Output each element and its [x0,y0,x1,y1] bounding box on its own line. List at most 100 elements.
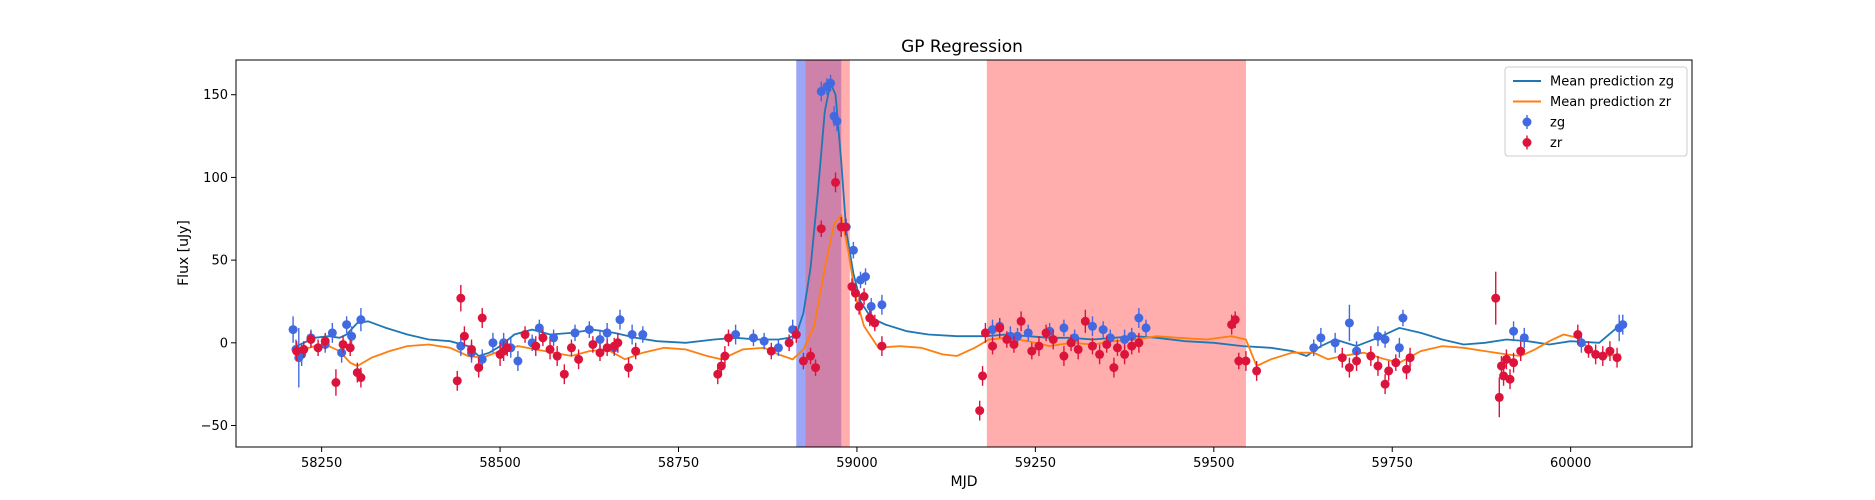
point-zr-43 [806,347,816,365]
point-zg-11 [356,308,366,332]
point-zr-76 [1112,339,1122,357]
point-zr-99 [1501,349,1511,370]
point-zr-61 [1002,331,1012,348]
point-zg-37 [826,74,836,92]
point-zr-46 [831,172,841,193]
x-tick-label: 59500 [1193,456,1234,471]
point-zr-65 [1034,336,1044,357]
point-zg-15 [488,332,498,353]
point-zr-50 [851,284,861,302]
x-tick-label: 59250 [1015,456,1056,471]
point-zr-29 [595,344,605,361]
point-zg-41 [848,241,858,259]
point-zg-21 [549,329,559,347]
point-zr-95 [1491,271,1501,325]
y-axis-label: Flux [uJy] [176,220,192,286]
point-zr-94 [1405,347,1415,368]
y-tick-label: 0 [220,336,228,351]
point-zr-44 [811,359,821,376]
point-zr-40 [784,334,794,352]
point-zr-34 [631,342,641,360]
line-mean-prediction-zg [292,80,1622,358]
x-tick-label: 58250 [301,456,342,471]
point-zr-10 [356,367,366,388]
point-zg-64 [1344,304,1354,342]
point-zr-16 [477,308,487,328]
point-zr-69 [1066,334,1076,352]
point-zr-75 [1109,357,1119,378]
point-zr-23 [545,339,555,360]
point-zr-85 [1337,347,1347,368]
point-zr-59 [988,337,998,355]
point-zr-64 [1027,342,1037,360]
point-zg-49 [1013,327,1023,345]
legend-entry-1: Mean prediction zg [1513,75,1674,90]
point-zr-93 [1402,359,1412,380]
point-zg-54 [1087,316,1097,337]
point-zr-28 [588,336,598,353]
point-zr-6 [331,369,341,396]
point-zg-32 [759,332,769,350]
legend-label: Mean prediction zr [1550,95,1672,110]
point-zg-23 [584,321,594,338]
point-zr-27 [574,349,584,370]
point-zr-86 [1344,357,1354,378]
point-zr-81 [1230,311,1240,328]
point-zr-67 [1048,329,1058,350]
point-zg-52 [1059,319,1069,337]
x-tick-label: 58500 [479,456,520,471]
point-zr-3 [306,331,316,348]
point-zr-73 [1095,344,1105,365]
point-zr-33 [624,357,634,378]
point-zg-9 [342,316,352,333]
point-zr-15 [474,357,484,378]
legend-entry-2: Mean prediction zr [1513,95,1672,110]
point-zr-45 [816,220,826,237]
legend-label: zg [1550,116,1565,131]
point-zr-63 [1016,311,1026,332]
point-zr-104 [1584,341,1594,358]
point-zg-61 [1309,339,1319,357]
point-zr-91 [1384,361,1394,381]
point-zg-1 [288,316,298,343]
point-zr-79 [1134,332,1144,353]
x-tick-label: 59000 [836,456,877,471]
point-zr-66 [1041,324,1051,342]
legend-label: zr [1550,136,1563,151]
point-zr-62 [1009,336,1019,353]
point-zr-7 [338,336,348,353]
point-zr-5 [320,332,330,350]
point-zr-88 [1366,346,1376,366]
point-zg-60 [1141,319,1151,337]
point-zg-27 [615,309,625,330]
y-tick-label: 150 [203,88,228,103]
point-zg-50 [1023,324,1033,342]
point-zr-90 [1380,374,1390,395]
point-zr-41 [791,326,801,343]
point-zg-66 [1373,326,1383,347]
point-zg-63 [1330,332,1340,353]
point-zg-18 [513,351,523,371]
point-zg-43 [861,268,871,285]
legend-box [1504,66,1688,157]
point-zg-30 [731,324,741,345]
point-zr-55 [877,336,887,357]
point-zr-107 [1605,341,1615,361]
point-zr-37 [720,346,730,366]
point-zr-52 [859,288,869,305]
point-zr-84 [1252,361,1262,381]
point-zr-4 [313,339,323,357]
point-zg-71 [1519,327,1529,348]
point-zg-68 [1394,337,1404,358]
point-zr-89 [1373,356,1383,376]
point-zr-78 [1127,337,1137,355]
x-axis-label: MJD [951,474,978,490]
point-zr-25 [559,364,569,385]
point-zr-103 [1573,324,1583,345]
point-zr-56 [975,400,985,421]
point-zr-22 [538,329,548,347]
point-zr-30 [602,339,612,357]
point-zr-19 [502,339,512,357]
point-zr-42 [798,352,808,370]
point-zr-8 [345,339,355,357]
